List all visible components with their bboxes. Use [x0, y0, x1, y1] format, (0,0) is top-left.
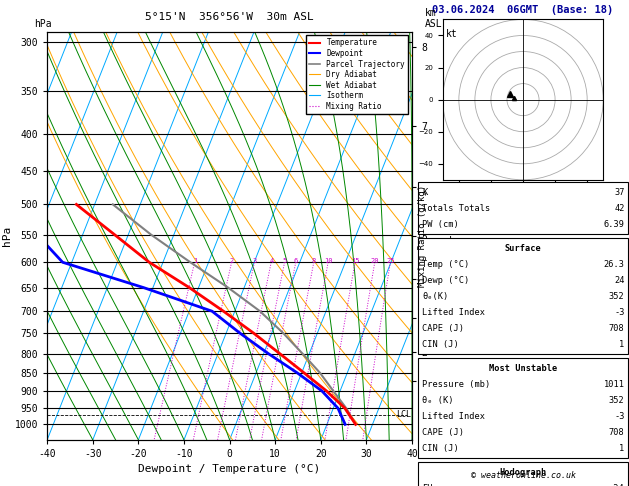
Text: 37: 37 — [614, 188, 625, 197]
Text: kt: kt — [446, 29, 458, 39]
Text: EH: EH — [422, 484, 433, 486]
Text: 20: 20 — [370, 258, 379, 264]
Text: Pressure (mb): Pressure (mb) — [422, 380, 491, 389]
Text: LCL: LCL — [396, 410, 411, 419]
Text: 15: 15 — [351, 258, 360, 264]
Text: 708: 708 — [609, 324, 625, 333]
Text: © weatheronline.co.uk: © weatheronline.co.uk — [470, 471, 576, 480]
Text: Totals Totals: Totals Totals — [422, 204, 491, 213]
Text: 5: 5 — [282, 258, 287, 264]
Text: 1011: 1011 — [604, 380, 625, 389]
Text: Surface: Surface — [504, 243, 542, 253]
Text: 352: 352 — [609, 396, 625, 405]
Text: θₑ(K): θₑ(K) — [422, 292, 448, 301]
Text: Temp (°C): Temp (°C) — [422, 260, 469, 269]
X-axis label: Dewpoint / Temperature (°C): Dewpoint / Temperature (°C) — [138, 465, 321, 474]
Text: km
ASL: km ASL — [425, 8, 442, 29]
Text: Mixing Ratio (g/kg): Mixing Ratio (g/kg) — [418, 185, 427, 287]
Text: Lifted Index: Lifted Index — [422, 412, 485, 421]
Text: Most Unstable: Most Unstable — [489, 364, 557, 373]
Text: 3: 3 — [252, 258, 257, 264]
Text: 26.3: 26.3 — [604, 260, 625, 269]
Text: Dewp (°C): Dewp (°C) — [422, 276, 469, 285]
Text: -3: -3 — [614, 308, 625, 317]
Text: PW (cm): PW (cm) — [422, 220, 459, 229]
Text: 4: 4 — [269, 258, 274, 264]
Text: K: K — [422, 188, 427, 197]
Text: 708: 708 — [609, 428, 625, 437]
Text: CAPE (J): CAPE (J) — [422, 324, 464, 333]
Text: 42: 42 — [614, 204, 625, 213]
Text: 5°15'N  356°56'W  30m ASL: 5°15'N 356°56'W 30m ASL — [145, 12, 314, 22]
Text: Lifted Index: Lifted Index — [422, 308, 485, 317]
Text: θₑ (K): θₑ (K) — [422, 396, 454, 405]
Text: Hodograph: Hodograph — [499, 468, 547, 477]
Text: 25: 25 — [386, 258, 395, 264]
Text: CAPE (J): CAPE (J) — [422, 428, 464, 437]
Text: 2: 2 — [230, 258, 234, 264]
Text: CIN (J): CIN (J) — [422, 444, 459, 453]
Text: 1: 1 — [620, 340, 625, 349]
Text: 03.06.2024  06GMT  (Base: 18): 03.06.2024 06GMT (Base: 18) — [432, 5, 614, 15]
Text: 1: 1 — [620, 444, 625, 453]
Text: -3: -3 — [614, 412, 625, 421]
Text: 24: 24 — [614, 276, 625, 285]
Text: 10: 10 — [324, 258, 333, 264]
Legend: Temperature, Dewpoint, Parcel Trajectory, Dry Adiabat, Wet Adiabat, Isotherm, Mi: Temperature, Dewpoint, Parcel Trajectory… — [306, 35, 408, 114]
Text: 8: 8 — [312, 258, 316, 264]
Y-axis label: km
ASL: km ASL — [446, 236, 464, 257]
Text: 6.39: 6.39 — [604, 220, 625, 229]
Text: hPa: hPa — [35, 19, 52, 29]
Y-axis label: hPa: hPa — [2, 226, 12, 246]
Text: 6: 6 — [294, 258, 298, 264]
Text: 1: 1 — [192, 258, 197, 264]
Text: CIN (J): CIN (J) — [422, 340, 459, 349]
Text: 352: 352 — [609, 292, 625, 301]
Text: -24: -24 — [609, 484, 625, 486]
